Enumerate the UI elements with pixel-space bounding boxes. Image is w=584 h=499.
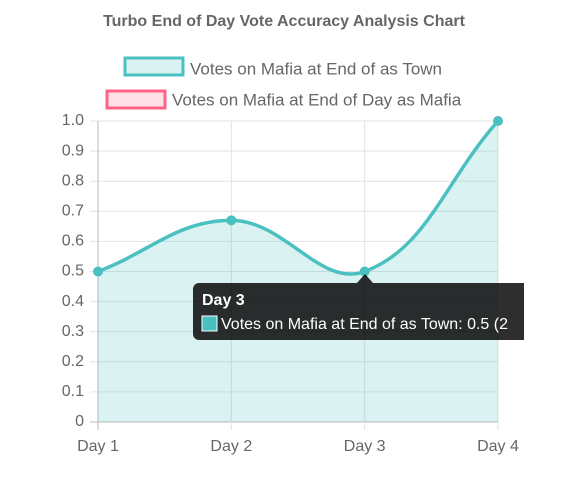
- x-tick-label: Day 3: [344, 438, 386, 455]
- point: [226, 215, 237, 226]
- legend-label: Votes on Mafia at End of as Town: [190, 59, 442, 78]
- tooltip-title: Day 3: [202, 292, 245, 309]
- chart-title: Turbo End of Day Vote Accuracy Analysis …: [103, 13, 466, 30]
- tooltip: Day 3 Votes on Mafia at End of as Town: …: [193, 274, 524, 340]
- y-tick-label: 1.0: [62, 112, 84, 129]
- legend-swatch: [105, 89, 167, 110]
- y-tick-label: 0.4: [62, 293, 84, 310]
- x-tick-label: Day 4: [477, 438, 519, 455]
- tooltip-label: Votes on Mafia at End of as Town: 0.5 (2: [221, 316, 508, 333]
- legend-swatch: [123, 56, 185, 77]
- tooltip-caret: [357, 274, 373, 283]
- legend: Votes on Mafia at End of as Town Votes on…: [105, 56, 462, 110]
- y-tick-label: 0.5: [62, 263, 84, 280]
- point: [493, 116, 503, 126]
- area: [98, 121, 498, 422]
- x-tick-label: Day 1: [77, 438, 119, 455]
- plot-area: 0 0.1 0.2 0.3 0.4 0.5 0.6 0.7 0.8 0.9 1.0 Day 1 Day …: [62, 112, 519, 455]
- y-tick-label: 0.2: [62, 353, 84, 370]
- point: [93, 266, 103, 277]
- y-tick-label: 0.6: [62, 233, 84, 250]
- line: [97, 119, 500, 276]
- tooltip-box: [193, 283, 524, 340]
- y-tick-label: 0.9: [62, 142, 84, 159]
- tooltip-swatch: [201, 315, 218, 332]
- y-tick-label: 0.3: [62, 323, 84, 340]
- y-tick-label: 0.7: [62, 203, 84, 220]
- legend-label: Votes on Mafia at End of Day as Mafia: [172, 90, 462, 109]
- x-tick-label: Day 2: [210, 438, 252, 455]
- y-tick-label: 0.1: [62, 383, 84, 400]
- y-tick-label: 0: [75, 413, 84, 430]
- y-tick-label: 0.8: [62, 172, 84, 189]
